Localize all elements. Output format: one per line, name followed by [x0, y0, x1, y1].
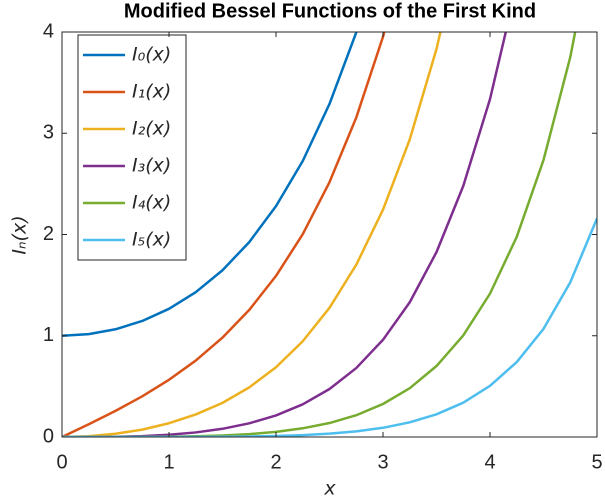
plot-area [62, 32, 597, 437]
x-tick-label: 1 [163, 451, 174, 473]
x-tick-label: 5 [591, 451, 602, 473]
series-line [62, 32, 386, 437]
legend-label: I₀(x) [132, 44, 171, 66]
y-axis-label: Iₙ(x) [9, 215, 31, 254]
x-tick-label: 2 [270, 451, 281, 473]
legend-label: I₂(x) [132, 118, 171, 140]
legend-label: I₅(x) [132, 229, 171, 251]
y-tick-label: 1 [43, 324, 54, 346]
x-axis-label: x [323, 478, 336, 499]
legend-label: I₄(x) [132, 192, 171, 214]
chart-title: Modified Bessel Functions of the First K… [124, 0, 536, 22]
legend: I₀(x) I₁(x) I₂(x) I₃(x) I₄(x) I₅(x) [77, 34, 187, 261]
series-line [62, 32, 358, 337]
legend-box [77, 34, 187, 261]
x-tick-label: 3 [377, 451, 388, 473]
x-tick-label: 0 [56, 451, 67, 473]
legend-label: I₃(x) [132, 155, 171, 177]
y-tick-label: 0 [43, 425, 54, 447]
x-tick-label: 4 [484, 451, 495, 473]
y-tick-label: 3 [43, 122, 54, 144]
legend-label: I₁(x) [132, 81, 171, 103]
y-tick-label: 2 [43, 223, 54, 245]
series-line [62, 32, 442, 437]
y-tick-label: 4 [43, 20, 54, 42]
